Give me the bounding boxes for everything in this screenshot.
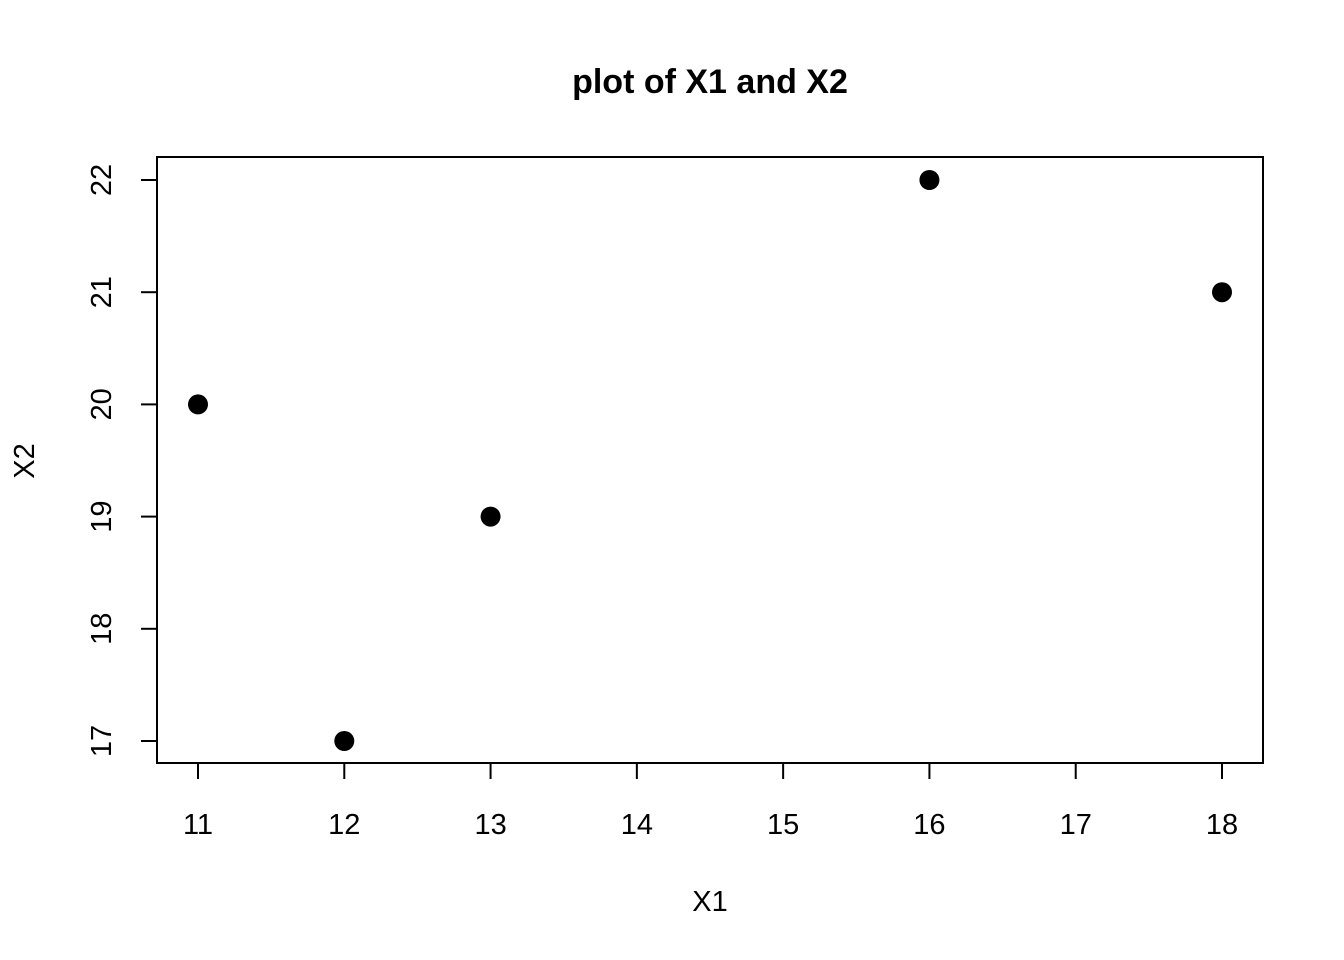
data-points bbox=[188, 170, 1232, 751]
y-axis: 17 18 19 20 21 22 bbox=[86, 164, 158, 757]
x-tick-label-15: 15 bbox=[767, 809, 799, 841]
plot-frame bbox=[156, 156, 1264, 764]
x-tick-label-17: 17 bbox=[1060, 809, 1092, 841]
data-point-3 bbox=[480, 506, 501, 527]
x-axis: 11 12 13 14 15 16 17 18 bbox=[183, 762, 1238, 841]
x-tick-label-16: 16 bbox=[913, 809, 945, 841]
y-tick-label-19: 19 bbox=[86, 500, 118, 532]
x-axis-label: X1 bbox=[692, 886, 727, 918]
y-tick-label-17: 17 bbox=[86, 725, 118, 757]
x-tick-label-12: 12 bbox=[328, 809, 360, 841]
y-tick-label-21: 21 bbox=[86, 276, 118, 308]
chart-title: plot of X1 and X2 bbox=[572, 63, 848, 101]
x-tick-label-13: 13 bbox=[474, 809, 506, 841]
y-tick-label-20: 20 bbox=[86, 388, 118, 420]
x-tick-label-14: 14 bbox=[621, 809, 653, 841]
x-tick-label-18: 18 bbox=[1206, 809, 1238, 841]
data-point-2 bbox=[334, 731, 355, 751]
y-axis-label: X2 bbox=[9, 443, 41, 478]
data-point-4 bbox=[919, 170, 940, 190]
x-tick-label-11: 11 bbox=[183, 809, 213, 841]
y-tick-label-22: 22 bbox=[86, 164, 118, 196]
y-tick-label-18: 18 bbox=[86, 613, 118, 645]
data-point-5 bbox=[1212, 282, 1232, 303]
data-point-1 bbox=[188, 394, 208, 415]
